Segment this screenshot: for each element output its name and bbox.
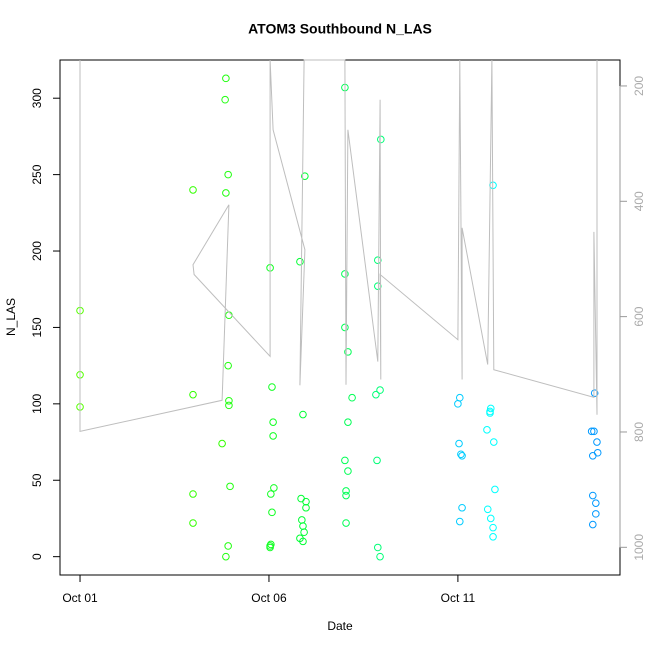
point <box>269 432 277 440</box>
point <box>189 490 197 498</box>
point <box>222 189 230 197</box>
point <box>297 494 305 503</box>
point <box>302 503 310 512</box>
point <box>301 172 309 180</box>
point <box>224 542 232 550</box>
point <box>376 552 384 561</box>
point <box>344 418 352 426</box>
point <box>486 514 495 523</box>
point <box>373 456 381 465</box>
point <box>593 448 602 457</box>
point <box>189 186 197 194</box>
point <box>266 543 274 552</box>
x-tick-label: Oct 01 <box>62 591 98 605</box>
point <box>458 503 466 512</box>
point <box>344 348 352 356</box>
point <box>455 517 464 526</box>
y-tick-label: 250 <box>30 164 44 184</box>
point <box>348 393 356 402</box>
point <box>590 389 599 397</box>
point <box>483 505 492 514</box>
point <box>341 323 349 332</box>
point <box>455 439 463 448</box>
y2-tick-label: 1000 <box>632 534 646 561</box>
point <box>483 426 491 434</box>
point <box>268 508 276 517</box>
y2-tick-label: 800 <box>632 422 646 442</box>
y-tick-label: 200 <box>30 241 44 261</box>
point <box>300 528 308 537</box>
point <box>267 490 275 498</box>
point <box>299 410 307 419</box>
point <box>268 383 276 391</box>
point <box>341 456 349 465</box>
point <box>486 409 494 417</box>
point <box>489 523 497 532</box>
point <box>590 427 598 436</box>
y-tick-label: 150 <box>30 317 44 337</box>
line <box>79 59 598 433</box>
point <box>377 135 385 144</box>
y-tick-label: 0 <box>30 553 44 560</box>
point <box>299 522 307 530</box>
point <box>296 257 304 266</box>
y-tick-label: 50 <box>30 473 44 487</box>
point <box>298 516 306 524</box>
point <box>225 401 233 410</box>
point <box>270 484 278 492</box>
point <box>372 390 380 399</box>
point <box>588 452 597 460</box>
point <box>302 497 310 506</box>
point <box>344 467 352 475</box>
y-tick-label: 300 <box>30 88 44 108</box>
point <box>587 427 596 436</box>
point <box>373 282 382 290</box>
y2-tick-label: 600 <box>632 306 646 326</box>
point <box>224 170 232 179</box>
point <box>455 393 464 402</box>
point <box>486 404 495 413</box>
point <box>592 510 600 518</box>
y2-tick-label: 400 <box>632 191 646 211</box>
point <box>342 491 350 500</box>
point <box>491 485 499 494</box>
point <box>189 519 197 527</box>
x-axis-label: Date <box>327 619 353 633</box>
point <box>226 482 234 491</box>
point <box>489 438 498 446</box>
point <box>221 95 229 104</box>
point <box>341 270 349 278</box>
point <box>225 396 233 405</box>
point <box>454 400 462 408</box>
y2-tick-label: 200 <box>632 76 646 96</box>
point <box>222 74 230 83</box>
point <box>458 452 466 460</box>
point <box>269 418 277 426</box>
point <box>457 450 465 459</box>
point <box>376 386 384 394</box>
point <box>593 438 601 446</box>
point <box>373 543 382 552</box>
x-tick-label: Oct 06 <box>251 591 287 605</box>
point <box>299 537 307 546</box>
point <box>224 361 232 370</box>
x-tick-label: Oct 11 <box>441 591 476 605</box>
point <box>373 256 382 264</box>
point <box>489 532 497 541</box>
point <box>588 491 597 500</box>
point <box>189 390 197 399</box>
point <box>342 487 350 495</box>
point <box>588 520 597 529</box>
chart-title: ATOM3 Southbound N_LAS <box>248 21 432 37</box>
y-axis-label: N_LAS <box>4 298 18 336</box>
point <box>222 552 230 561</box>
point <box>218 439 226 448</box>
y-tick-label: 100 <box>30 394 44 414</box>
plot-frame <box>59 59 621 576</box>
point <box>342 519 350 527</box>
point <box>592 499 600 507</box>
